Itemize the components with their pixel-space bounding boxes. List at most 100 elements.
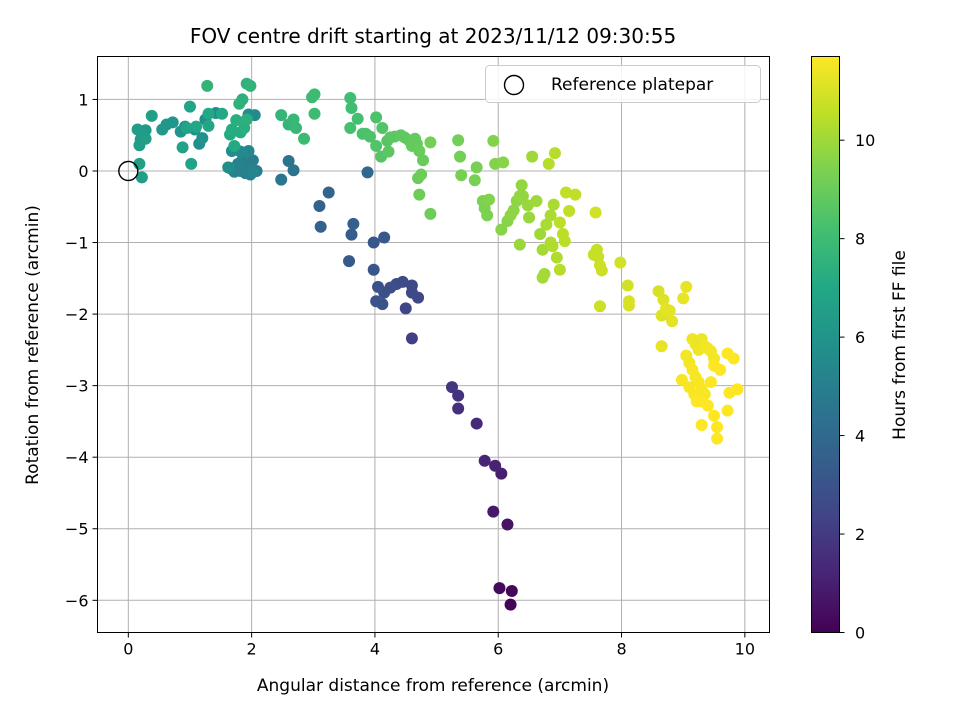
data-point [314,220,327,233]
data-point [454,150,467,163]
data-point [675,373,688,386]
x-tick-label: 2 [247,640,257,659]
data-point [370,295,383,308]
data-point [455,169,468,182]
legend-reference-marker [503,74,525,96]
data-points [118,77,744,611]
data-point [515,179,528,192]
data-point [313,200,326,213]
data-point [131,123,144,136]
data-point [452,134,465,147]
data-point [347,217,360,230]
data-point [445,381,458,394]
colorbar-tick-label: 4 [855,427,865,446]
data-point [505,584,518,597]
data-point [228,139,241,152]
colorbar-label: Hours from first FF file [890,250,910,440]
data-point [367,236,380,249]
data-point [424,136,437,149]
data-point [589,206,602,219]
legend-label: Reference platepar [551,75,713,95]
data-point [507,204,520,217]
data-point [553,216,566,229]
data-point [156,123,169,136]
plot-frame [97,56,770,633]
data-point [190,120,203,133]
data-point [501,518,514,531]
colorbar-ticks: 0 2 4 6 8 10 [839,131,875,643]
y-tick-label: 0 [78,162,88,181]
data-point [655,340,668,353]
data-point [308,88,321,101]
data-point [701,399,714,412]
data-point [663,304,676,317]
data-point [363,130,376,143]
data-point [677,292,690,305]
data-point [516,190,529,203]
data-point [481,209,494,222]
data-point [351,112,364,125]
data-point [202,119,215,132]
data-point [487,134,500,147]
data-point [550,251,563,264]
data-point [536,271,549,284]
legend-box [485,65,761,103]
reference-platepar-marker [118,160,139,182]
data-point [547,198,560,211]
data-point [413,144,426,157]
data-point [536,243,549,256]
x-tick-label: 8 [616,640,626,659]
colorbar-gradient [811,56,840,633]
data-point [540,218,553,231]
data-point [345,228,358,241]
data-point [275,109,288,122]
data-point [282,154,295,167]
colorbar-tick-label: 10 [855,131,875,150]
data-point [230,114,243,127]
legend: Reference platepar [485,65,761,103]
data-point [290,122,303,135]
data-point [201,79,214,92]
data-point [621,279,634,292]
data-point [727,352,740,365]
data-point [378,231,391,244]
colorbar-tick-label: 6 [855,328,865,347]
data-point [493,582,506,595]
x-tick-label: 0 [123,640,133,659]
data-point [487,505,500,518]
data-point [534,227,547,240]
data-point [417,154,430,167]
y-tick-label: 1 [78,90,88,109]
y-tick-label: −5 [65,520,89,539]
data-point [695,418,708,431]
data-point [145,109,158,122]
data-point [489,459,502,472]
y-axis-label: Rotation from reference (arcmin) [23,205,43,485]
data-point [731,383,744,396]
colorbar: 0 2 4 6 8 10 Hours from first FF file [811,56,910,643]
data-point [376,122,389,135]
data-point [530,195,543,208]
data-point [468,174,481,187]
data-point [513,238,526,251]
data-point [372,280,385,293]
data-point [370,139,383,152]
data-point [478,454,491,467]
data-point [399,302,412,315]
data-point [196,132,209,145]
data-point [361,166,374,179]
data-point [222,161,235,174]
data-point [345,102,358,115]
data-point [244,79,257,92]
data-point [470,417,483,430]
data-point [344,122,357,135]
data-point [593,300,606,313]
data-point [367,263,380,276]
data-point [563,205,576,218]
data-point [622,295,635,308]
data-point [470,161,483,174]
data-point [308,107,321,120]
data-point [405,279,418,292]
data-point [542,157,555,170]
